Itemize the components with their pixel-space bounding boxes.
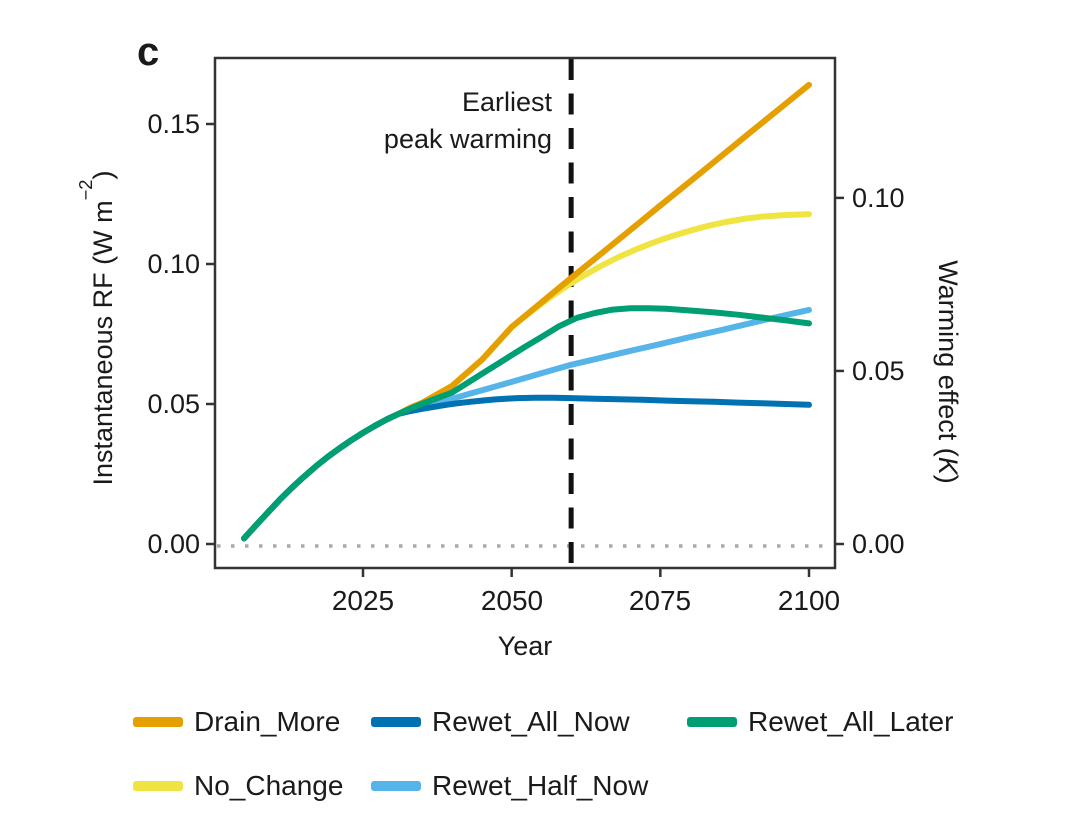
legend-swatch-Rewet_Half_Now bbox=[371, 781, 421, 791]
x-axis-title: Year bbox=[497, 631, 553, 661]
x-tick-label: 2100 bbox=[777, 585, 841, 616]
series-line-Rewet_All_Later bbox=[241, 305, 812, 542]
y-left-tick-label: 0.05 bbox=[147, 389, 200, 419]
x-tick-label: 2025 bbox=[331, 585, 395, 616]
superscript-exponent: −2 bbox=[74, 179, 96, 201]
series-line-Rewet_All_Now bbox=[241, 394, 812, 542]
y-left-tick-label: 0.10 bbox=[147, 249, 200, 279]
legend-swatch-No_Change bbox=[133, 781, 183, 791]
x-tick-label: 2075 bbox=[628, 585, 692, 616]
y-left-tick-label: 0.00 bbox=[147, 529, 200, 559]
annotation-line-2: peak warming bbox=[383, 124, 552, 154]
plot-frame bbox=[213, 56, 837, 570]
italic-K: K bbox=[933, 456, 963, 475]
x-tick-label: 2050 bbox=[480, 585, 544, 616]
legend-item-Drain_More: Drain_More bbox=[133, 706, 340, 738]
peak-warming-annotation: Earliest peak warming bbox=[232, 84, 552, 158]
panel-label: c bbox=[137, 30, 160, 74]
legend-item-No_Change: No_Change bbox=[133, 770, 343, 802]
y-right-tick-label: 0.00 bbox=[852, 529, 905, 559]
y-right-tick-label: 0.05 bbox=[852, 356, 905, 386]
legend-label: Drain_More bbox=[194, 706, 341, 737]
legend-label: No_Change bbox=[194, 770, 344, 801]
annotation-line-1: Earliest bbox=[461, 87, 552, 117]
legend-swatch-Rewet_All_Now bbox=[371, 717, 421, 727]
legend-label: Rewet_All_Now bbox=[432, 706, 630, 737]
legend-item-Rewet_All_Now: Rewet_All_Now bbox=[371, 706, 630, 738]
legend-swatch-Rewet_All_Later bbox=[687, 717, 737, 727]
legend-item-Rewet_Half_Now: Rewet_Half_Now bbox=[371, 770, 648, 802]
legend-swatch-Drain_More bbox=[133, 717, 183, 727]
y-right-tick-label: 0.10 bbox=[852, 183, 905, 213]
legend-label: Rewet_Half_Now bbox=[432, 770, 649, 801]
y-left-axis-title: Instantaneous RF (W m−2) bbox=[74, 170, 118, 486]
legend-label: Rewet_All_Later bbox=[748, 706, 954, 737]
y-left-tick-label: 0.15 bbox=[147, 109, 200, 139]
legend-item-Rewet_All_Later: Rewet_All_Later bbox=[687, 706, 953, 738]
